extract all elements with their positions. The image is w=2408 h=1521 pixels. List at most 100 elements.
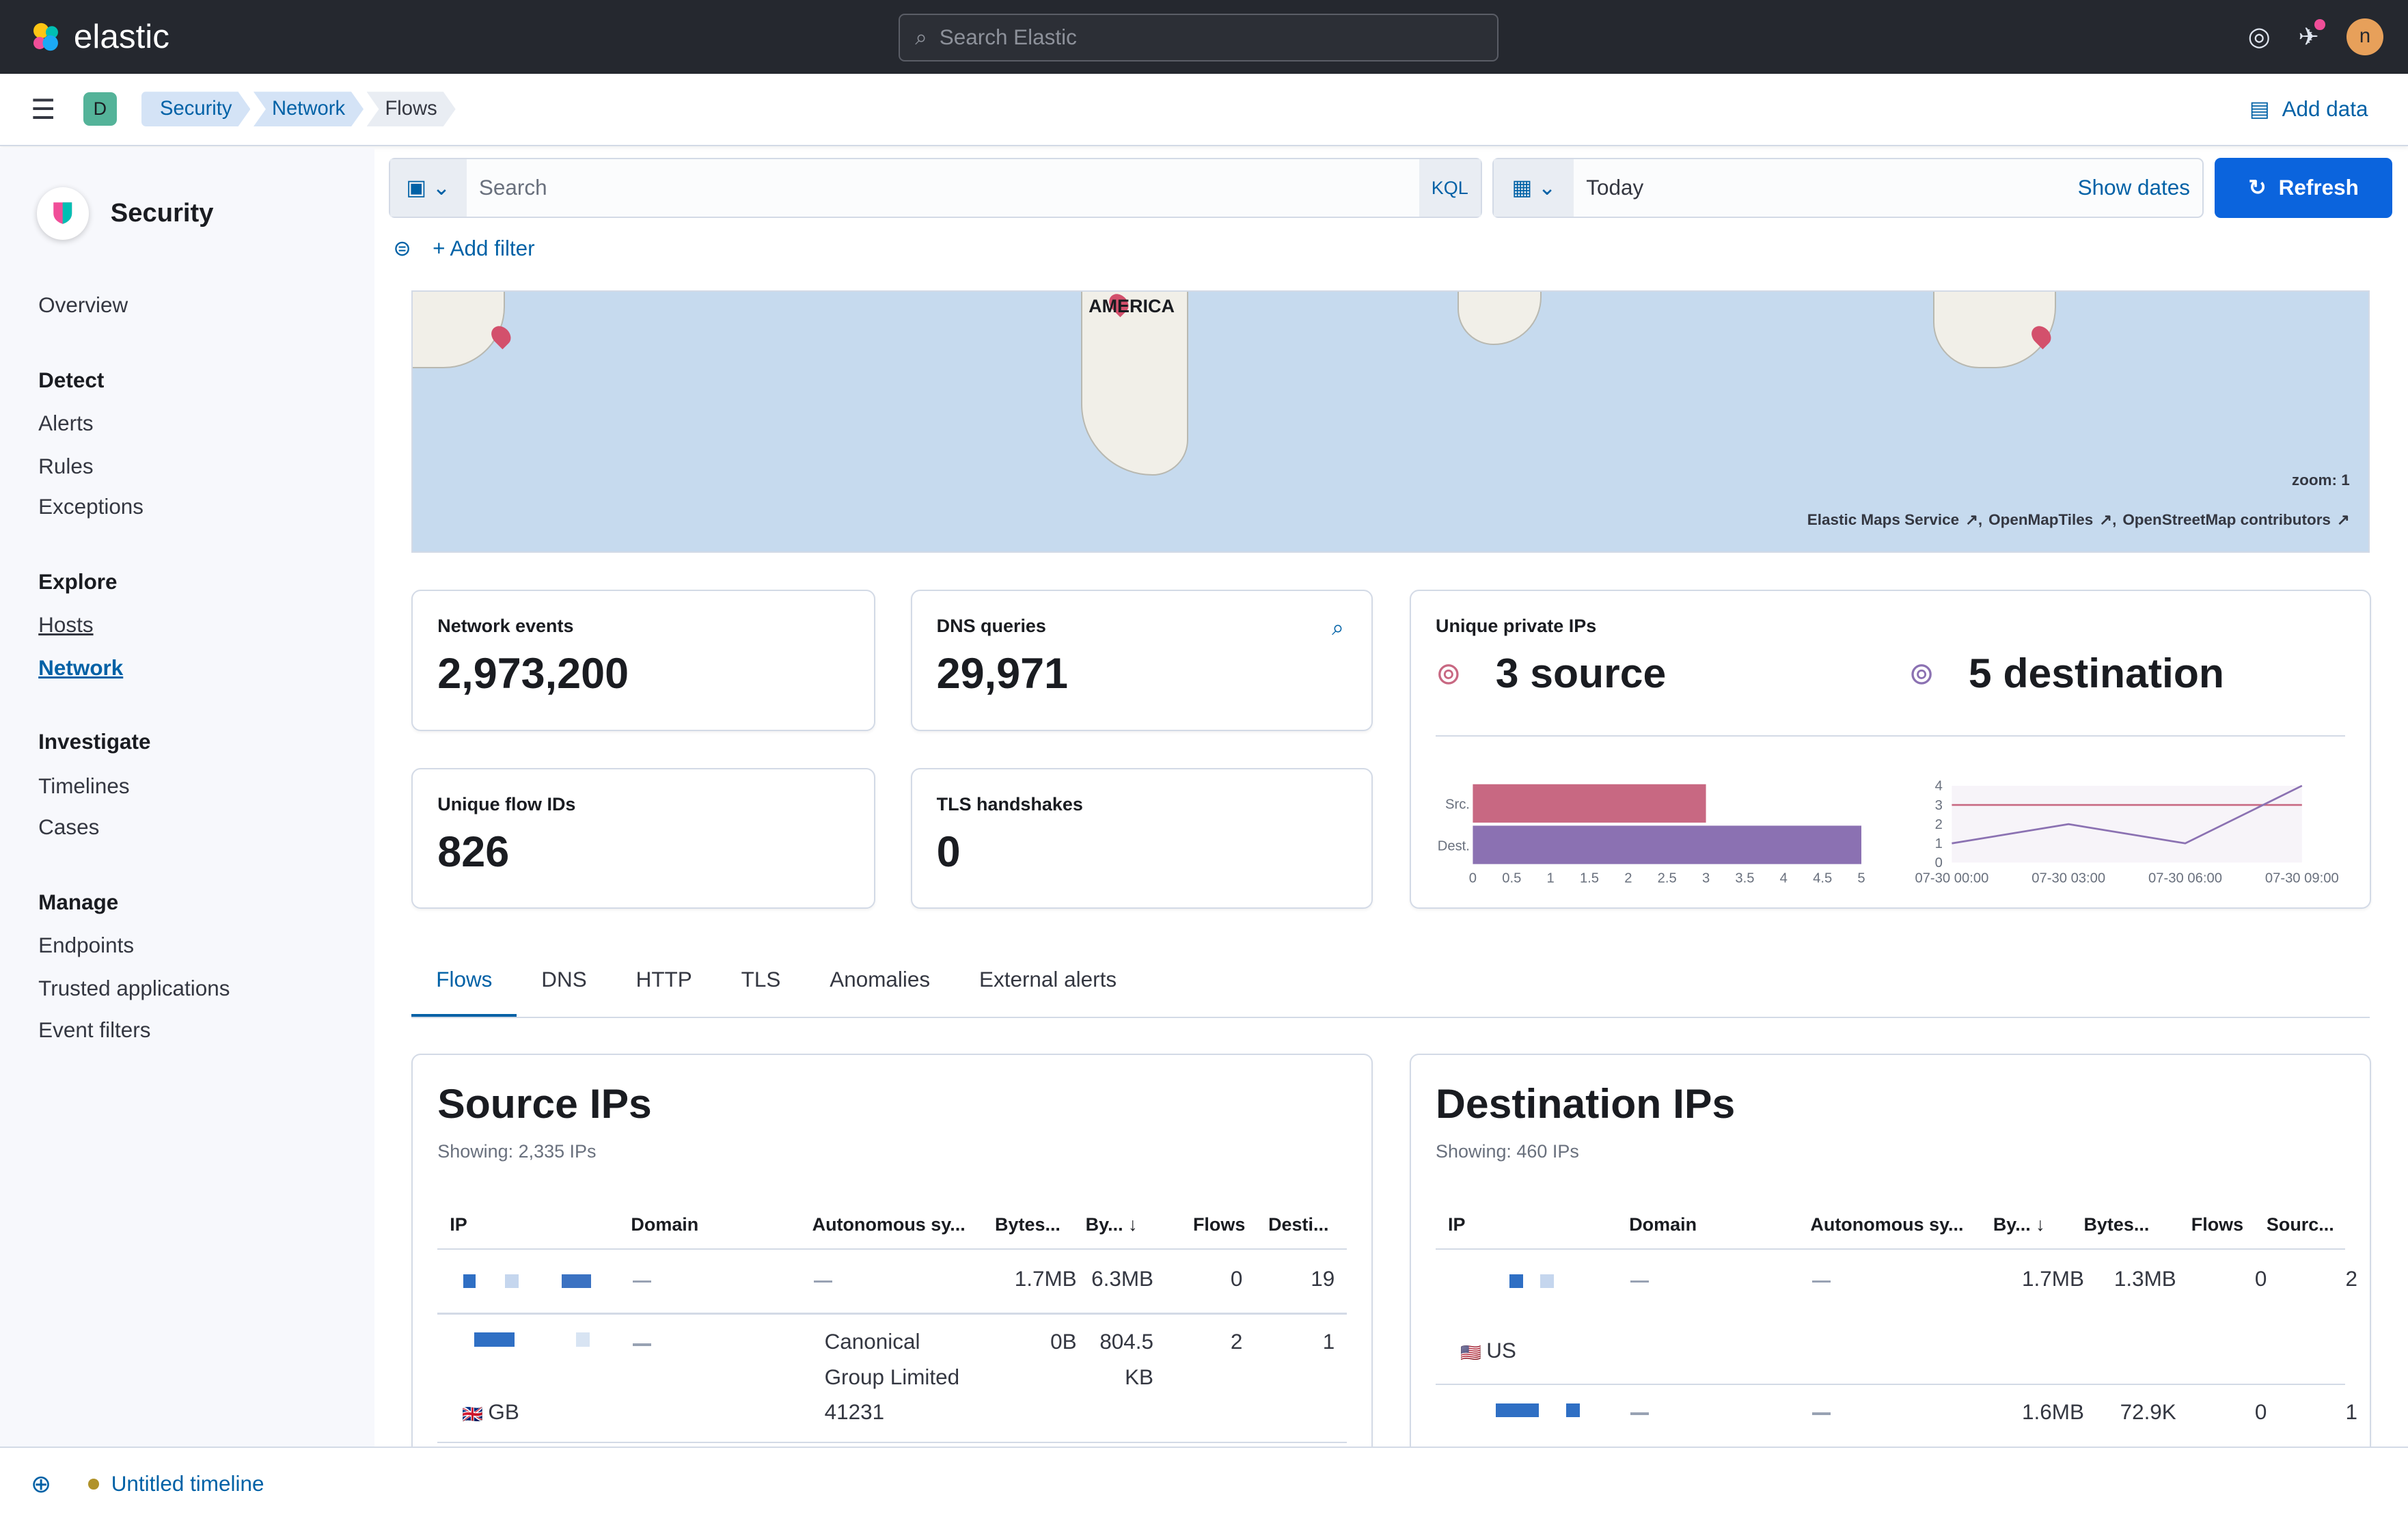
sidebar-item-hosts[interactable]: Hosts [38,612,94,637]
column-header[interactable]: Desti... [1268,1214,1329,1235]
top-header: elastic ⌕ Search Elastic ◎ ✈ n [0,0,2408,74]
inspect-icon[interactable]: ⌕ [1332,615,1344,640]
filter-options-icon[interactable]: ⊜ [393,236,411,261]
map-zoom: zoom: 1 [2291,471,2350,489]
redacted-ip-block[interactable] [505,1274,519,1289]
column-header[interactable]: Autonomous sy... [1810,1214,1964,1235]
column-header[interactable]: Bytes... [995,1214,1061,1235]
redacted-ip-block[interactable] [562,1274,591,1289]
tab-external-alerts[interactable]: External alerts [979,967,1117,991]
sidebar-title: Security [110,198,214,228]
attribution-link[interactable]: OpenMapTiles [1988,511,2094,529]
network-map[interactable]: AMERICA zoom: 1 Elastic Maps Service ↗, O… [411,290,2370,553]
redacted-ip-block[interactable] [463,1274,476,1289]
location-pin-icon: ⊚ [1908,656,1934,691]
add-filter-button[interactable]: + Add filter [433,236,535,261]
redacted-ip-block[interactable] [474,1332,515,1347]
column-header[interactable]: By... ↓ [1085,1214,1138,1235]
add-data-button[interactable]: ▤ Add data [2249,97,2368,122]
breadcrumb-network[interactable]: Network [254,92,364,126]
stat-label: DNS queries [936,615,1046,636]
column-header[interactable]: IP [1448,1214,1466,1235]
date-picker: ▦ ⌄ Today Show dates [1492,158,2204,219]
asn: 41231 [824,1400,885,1425]
sidebar-item-exceptions[interactable]: Exceptions [38,494,144,519]
calendar-icon[interactable]: ▦ ⌄ [1494,159,1574,217]
timeline-link[interactable]: Untitled timeline [111,1471,264,1496]
add-timeline-icon[interactable]: ⊕ [30,1469,52,1498]
flows: 0 [2254,1266,2267,1291]
column-header[interactable]: Sourc... [2266,1214,2334,1235]
flows: 2 [1230,1329,1243,1354]
sidebar-item-cases[interactable]: Cases [38,815,100,840]
redacted-ip-block[interactable] [1540,1274,1555,1289]
flows: 0 [2254,1400,2267,1425]
user-avatar[interactable]: n [2347,18,2383,55]
series-line-1[interactable] [1951,785,2303,845]
column-header[interactable]: Flows [1192,1214,1246,1235]
y-tick-label: 1 [1934,836,1942,851]
elastic-logo-icon [33,23,59,51]
sidebar-item-rules[interactable]: Rules [38,454,94,479]
attribution-link[interactable]: Elastic Maps Service [1807,511,1960,529]
show-dates-link[interactable]: Show dates [2077,176,2191,200]
redacted-ip-block[interactable] [1495,1403,1539,1418]
flag-us-icon: 🇺🇸 [1460,1344,1481,1363]
redacted-ip-block[interactable] [1509,1274,1524,1289]
sidebar-item-overview[interactable]: Overview [38,293,128,318]
tab-flows[interactable]: Flows [411,946,517,1017]
bar-Src.[interactable] [1472,784,1706,823]
sources: 2 [2345,1266,2357,1291]
stat-label: Unique private IPs [1436,615,1597,636]
sidebar-item-alerts[interactable]: Alerts [38,411,94,436]
stat-value: 2,973,200 [437,650,629,698]
location-pin-icon: ⊚ [1436,656,1462,691]
y-tick-label: 0 [1934,856,1942,871]
breadcrumb-security[interactable]: Security [141,92,250,126]
help-icon[interactable]: ◎ [2247,21,2271,51]
column-header[interactable]: Flows [2191,1214,2244,1235]
elastic-logo[interactable]: elastic [27,17,169,56]
news-feed-icon[interactable]: ✈ [2298,19,2325,51]
bar-Dest.[interactable] [1472,825,1861,865]
tab-tls[interactable]: TLS [741,967,781,991]
column-header[interactable]: By... ↓ [1993,1214,2045,1235]
tab-http[interactable]: HTTP [635,967,692,991]
column-header[interactable]: Domain [1629,1214,1697,1235]
sidebar-item-endpoints[interactable]: Endpoints [38,933,135,958]
space-avatar[interactable]: D [83,92,118,126]
x-tick-label: 3 [1702,871,1710,886]
column-header[interactable]: Bytes... [2083,1214,2150,1235]
x-tick-label: 4.5 [1813,871,1832,886]
sidebar-item-detect: Detect [38,368,105,393]
sidebar-item-timelines[interactable]: Timelines [38,773,130,798]
search-icon: ⌕ [915,25,927,49]
menu-icon[interactable]: ☰ [30,93,56,125]
sidebar-item-network[interactable]: Network [38,655,124,680]
map-land [1457,291,1542,346]
y-tick-label: 3 [1934,798,1942,813]
attribution-link[interactable]: OpenStreetMap contributors [2122,511,2331,529]
bytes-in: 1.7MB [1014,1266,1077,1291]
sidebar-item-event-filters[interactable]: Event filters [38,1018,151,1043]
column-header[interactable]: IP [450,1214,467,1235]
sidebar-item-trusted-applications[interactable]: Trusted applications [38,976,230,1001]
redacted-ip-block[interactable] [575,1332,590,1347]
column-header[interactable]: Autonomous sy... [812,1214,966,1235]
stat-unique-private-ips: Unique private IPs ⊚ 3 source ⊚ 5 destin… [1410,590,2371,909]
redacted-ip-block[interactable] [1566,1403,1581,1418]
global-search-input[interactable]: ⌕ Search Elastic [898,14,1499,61]
saved-query-button[interactable]: ▣ ⌄ [389,159,467,217]
tab-dns[interactable]: DNS [541,967,587,991]
autonomous-system: Canonical [824,1329,920,1354]
column-header[interactable]: Domain [631,1214,699,1235]
kql-toggle[interactable]: KQL [1419,159,1481,217]
bytes-out: 804.5 [1099,1329,1154,1354]
bar-category-label: Src. [1445,797,1470,812]
refresh-button[interactable]: ↻ Refresh [2214,158,2393,219]
date-value[interactable]: Today [1586,176,1644,200]
query-input[interactable]: Search [478,176,547,200]
stat-dns-queries: DNS queries 29,971 ⌕ [910,590,1373,731]
tab-anomalies[interactable]: Anomalies [830,967,931,991]
security-logo-icon [36,187,90,240]
